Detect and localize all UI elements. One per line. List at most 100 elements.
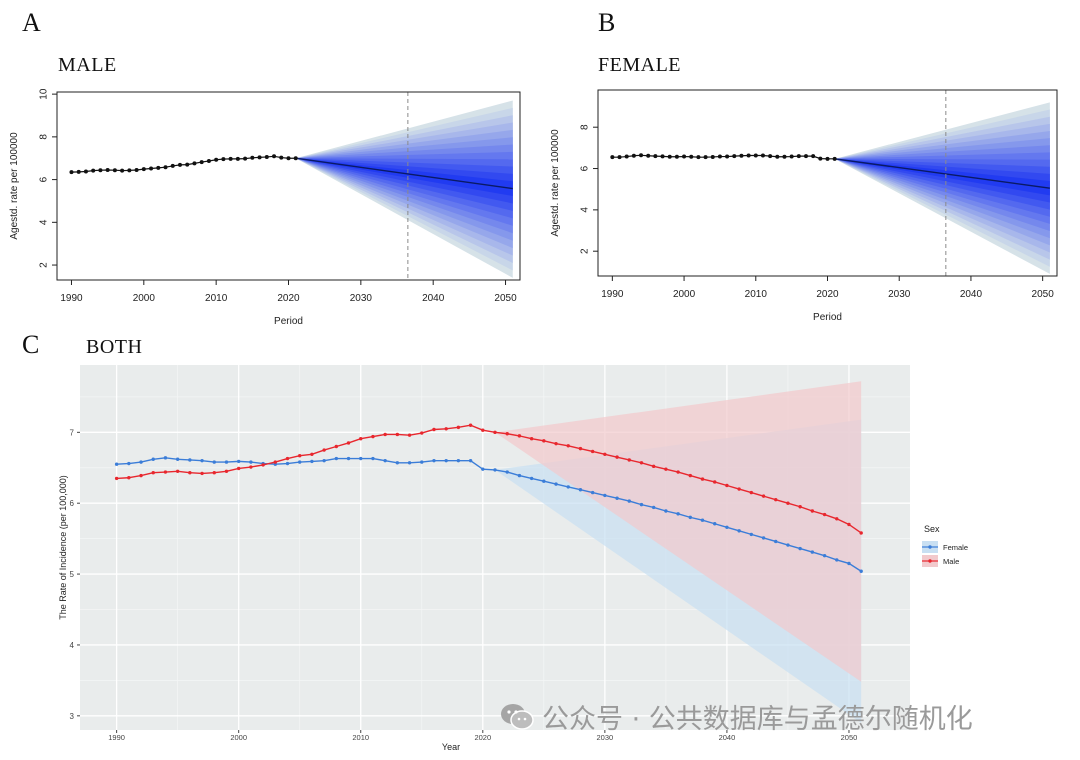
series-point-male [737,487,741,491]
series-point-male [835,517,839,521]
observed-point [746,153,751,158]
ci-band-male [495,381,862,682]
series-point-male [139,473,143,478]
observed-line [71,155,296,173]
observed-point [105,167,110,172]
series-point-female [713,522,717,526]
observed-point [739,153,744,158]
observed-point [83,169,88,174]
series-point-female [322,458,326,463]
series-point-female [139,460,143,464]
observed-point [286,156,291,161]
observed-point [811,154,816,159]
observed-point [170,163,175,168]
series-point-female [859,569,863,573]
series-point-male [810,509,815,513]
observed-point [825,156,830,161]
series-point-female [578,488,583,492]
series-point-male [346,441,351,445]
series-point-female [163,456,168,460]
observed-point [120,168,125,173]
observed-point [141,167,146,172]
x-tick-label: 1990 [60,293,83,304]
x-tick-label: 2030 [597,733,614,742]
observed-point [682,154,687,159]
series-point-female [822,553,827,558]
series-point-male [664,467,668,471]
series-point-male [444,427,448,431]
series-point-male [700,477,705,481]
series-point-male [359,437,363,441]
series-point-female [114,462,119,466]
series-point-male [774,497,778,502]
series-point-male [749,490,754,495]
series-point-male [627,458,631,462]
series-point-female [371,456,375,461]
y-tick-label: 8 [580,124,591,130]
observed-point [156,165,161,170]
y-tick-label: 8 [39,134,50,140]
observed-point [631,153,636,158]
observed-point [250,155,255,160]
series-point-male [249,465,253,469]
series-point-male [578,446,583,451]
forecast-band [295,158,513,204]
x-tick-label: 2020 [277,293,300,304]
series-point-female [603,493,607,498]
observed-point [832,156,837,161]
observed-point [134,167,139,172]
series-point-female [566,485,570,489]
observed-point [243,156,248,161]
observed-point [624,154,629,159]
observed-line [612,154,835,160]
series-point-male [322,448,326,452]
observed-point [689,154,694,159]
series-point-female [285,461,290,466]
series-point-male [285,456,290,461]
series-point-male [481,428,485,432]
x-tick-label: 2030 [350,293,373,304]
forecast-mean-line [834,158,1050,189]
observed-point [293,156,298,161]
series-point-male [236,466,241,471]
x-tick-label: 2040 [719,733,736,742]
x-tick-label: 1990 [108,733,125,742]
panel-b-letter: B [598,8,616,37]
panel-a-title: MALE [58,54,117,76]
series-point-female [627,499,631,503]
y-tick-label: 6 [580,165,591,171]
x-tick-label: 1990 [601,289,624,300]
series-point-female [786,543,790,547]
series-point-female [517,473,522,478]
series-point-female [664,509,668,513]
series-point-male [786,501,790,505]
series-point-female [420,460,424,464]
observed-point [69,170,74,175]
wechat-icon [500,703,534,731]
series-point-male [761,494,766,498]
observed-point [221,157,226,162]
series-point-female [151,457,155,461]
series-point-male [310,452,314,457]
series-point-female [468,458,473,463]
observed-point [818,156,823,161]
observed-point [177,162,182,167]
series-point-male [224,469,229,474]
panel-c-title: BOTH [86,336,143,358]
series-point-female [395,461,400,465]
forecast-band [834,158,1050,196]
series-point-male [554,441,558,446]
series-point-female [554,482,558,486]
x-tick-label: 2000 [230,733,247,742]
observed-point [214,157,219,162]
series-point-male [651,464,656,469]
x-axis-label: Period [813,312,842,323]
observed-point [696,155,701,160]
observed-point [149,166,154,171]
series-point-male [395,432,400,437]
observed-point [272,154,277,159]
observed-point [782,154,787,159]
observed-point [732,154,737,159]
series-point-male [615,455,619,459]
series-point-male [529,437,534,441]
